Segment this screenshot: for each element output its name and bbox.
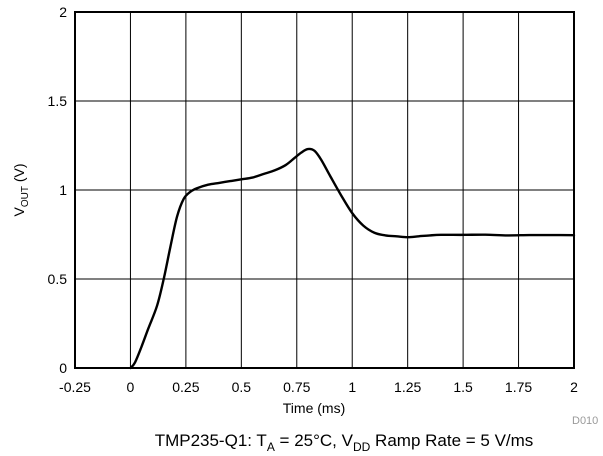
caption-part1: TMP235-Q1: T <box>155 431 267 450</box>
x-axis-label: Time (ms) <box>283 400 345 416</box>
grid-lines <box>74 11 575 369</box>
plot-frame <box>74 11 575 369</box>
y-axis-label-unit: (V) <box>11 163 27 186</box>
y-axis-label-sub: OUT <box>20 186 31 207</box>
x-tick-label: 0.25 <box>172 379 199 395</box>
y-tick-label: 1 <box>59 182 67 198</box>
caption-sub1: A <box>267 440 275 454</box>
x-tick-label: -0.25 <box>59 379 91 395</box>
x-tick-label: 1.75 <box>505 379 532 395</box>
y-axis-label: VOUT (V) <box>11 163 31 216</box>
y-tick-label: 1.5 <box>48 93 68 109</box>
x-tick-label: 0.5 <box>232 379 252 395</box>
y-tick-label: 2 <box>59 4 67 20</box>
x-tick-labels: -0.25 0 0.25 0.5 0.75 1 1.25 1.5 1.75 2 <box>59 379 578 395</box>
caption-sub2: DD <box>353 440 371 454</box>
x-tick-label: 2 <box>570 379 578 395</box>
caption-part3: Ramp Rate = 5 V/ms <box>370 431 533 450</box>
x-tick-label: 0.75 <box>283 379 310 395</box>
y-tick-label: 0.5 <box>48 271 68 287</box>
y-tick-label: 0 <box>59 360 67 376</box>
y-axis-label-main: V <box>11 207 27 217</box>
chart-caption: TMP235-Q1: TA = 25°C, VDD Ramp Rate = 5 … <box>155 431 534 454</box>
caption-part2: = 25°C, V <box>275 431 354 450</box>
x-tick-label: 1 <box>348 379 356 395</box>
x-tick-label: 1.5 <box>453 379 473 395</box>
x-tick-label: 0 <box>127 379 135 395</box>
y-tick-labels: 0 0.5 1 1.5 2 <box>48 4 68 376</box>
series-line <box>129 147 576 370</box>
x-tick-label: 1.25 <box>394 379 421 395</box>
corner-label: D010 <box>572 415 598 427</box>
